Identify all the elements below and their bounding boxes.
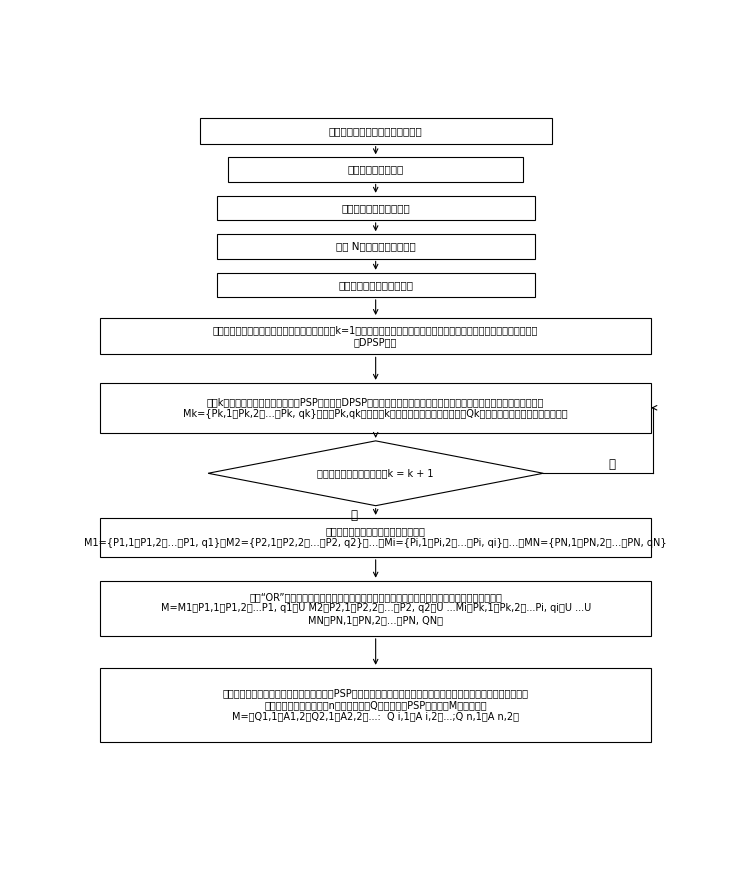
FancyBboxPatch shape bbox=[217, 234, 535, 259]
Text: 如果还有其它地磁暴模式，k = k + 1: 如果还有其它地磁暴模式，k = k + 1 bbox=[317, 468, 434, 478]
Text: 建立管网参数数据库: 建立管网参数数据库 bbox=[347, 164, 404, 175]
FancyBboxPatch shape bbox=[217, 273, 535, 297]
Text: 从地磁暴模式数据库中任意选择一种地磁暴模式k=1，使用管网机理模型和给定的数据库计算该种地磁暴模式的管网管地电
位DPSP分布: 从地磁暴模式数据库中任意选择一种地磁暴模式k=1，使用管网机理模型和给定的数据库… bbox=[213, 325, 538, 347]
Text: 是: 是 bbox=[608, 458, 615, 471]
Text: 建立 N种地磁暴模式数据库: 建立 N种地磁暴模式数据库 bbox=[336, 241, 416, 252]
FancyBboxPatch shape bbox=[100, 517, 651, 557]
Text: 定义地磁暴灾害突变点模式: 定义地磁暴灾害突变点模式 bbox=[338, 280, 413, 290]
Polygon shape bbox=[208, 441, 543, 506]
FancyBboxPatch shape bbox=[217, 196, 535, 220]
Text: 定义地磁暴灾害突变点处的燕尾峰和月牙峰PSP标値为地磁暴灾害突变点评估指标。按评估指标对管网地磁暴灾害突
变点集合进行排序，得到n个突变点位置Q及其对应的PSP: 定义地磁暴灾害突变点处的燕尾峰和月牙峰PSP标値为地磁暴灾害突变点评估指标。按评… bbox=[223, 688, 528, 722]
FancyBboxPatch shape bbox=[228, 157, 523, 182]
Text: 搜索管网地磁暴灾害突变点的集合为：
M1={P1,1，P1,2，…，P1, q1}，M2={P2,1，P2,2，…，P2, q2}，…，Mi={Pi,1，Pi,: 搜索管网地磁暴灾害突变点的集合为： M1={P1,1，P1,2，…，P1, q1… bbox=[84, 526, 667, 548]
Text: 根据k种地磁暴模式的管网管地电位PSP分布数据DPSP，利用管道地磁暴灾害突变点搜索方法搜索管网地磁暴灾害突变点，
Mk={Pk,1，Pk,2，…，Pk, qk: 根据k种地磁暴模式的管网管地电位PSP分布数据DPSP，利用管道地磁暴灾害突变点… bbox=[183, 397, 568, 418]
FancyBboxPatch shape bbox=[100, 382, 651, 432]
Text: 建立管网受地磁暴影响的机理模型: 建立管网受地磁暴影响的机理模型 bbox=[329, 126, 422, 136]
FancyBboxPatch shape bbox=[199, 118, 552, 144]
FancyBboxPatch shape bbox=[100, 581, 651, 636]
Text: 经过“OR”逻辑运算后，消掉各种地磁暴模式的相同突变点后，管网地磁暴灾害突变点集合为：
M=M1（P1,1，P1,2，...P1, q1）U M2（P2,1，P: 经过“OR”逻辑运算后，消掉各种地磁暴模式的相同突变点后，管网地磁暴灾害突变点集… bbox=[161, 592, 591, 625]
FancyBboxPatch shape bbox=[100, 667, 651, 742]
FancyBboxPatch shape bbox=[100, 318, 651, 354]
Text: 否: 否 bbox=[350, 510, 358, 523]
Text: 建立管网环境参数数据库: 建立管网环境参数数据库 bbox=[342, 203, 410, 213]
